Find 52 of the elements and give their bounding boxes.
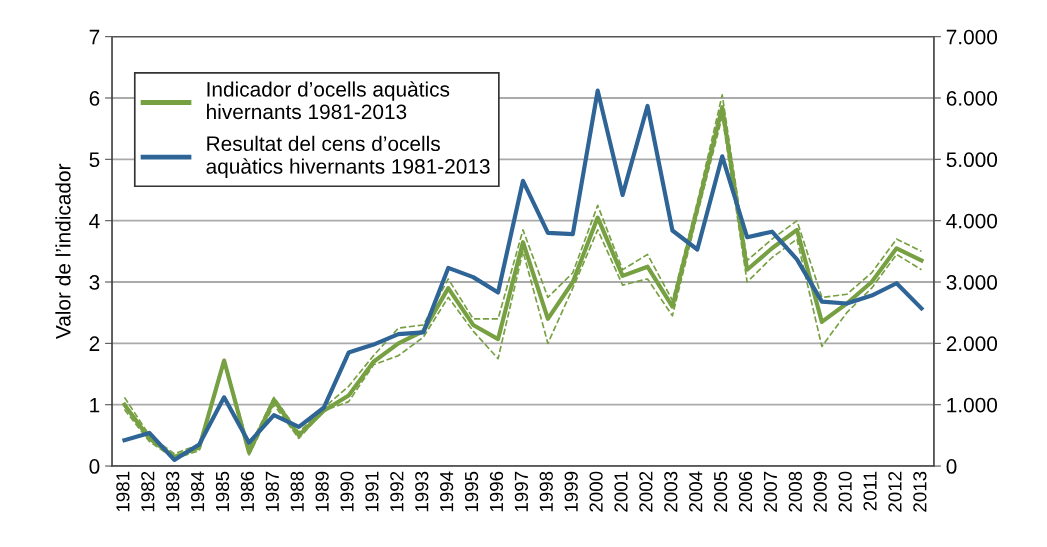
x-tick-label: 1984 (190, 471, 205, 512)
y-tick-label: 5 (89, 152, 100, 168)
x-tick-label: 2002 (639, 471, 653, 512)
y2-tick-label: 1.000 (947, 397, 998, 413)
x-tick-label: 1998 (539, 471, 553, 512)
y-tick-label: 6 (89, 90, 100, 106)
y2-tick-label: 4.000 (946, 213, 998, 229)
x-tick-label: 1989 (315, 471, 329, 512)
y-tick-label: 2 (89, 336, 100, 351)
y-tick-label: 1 (90, 397, 100, 413)
x-tick-label: 2009 (813, 471, 827, 512)
x-tick-label: 1985 (215, 471, 230, 512)
x-tick-label: 1996 (489, 471, 504, 512)
x-tick-label: 2011 (863, 471, 877, 511)
y2-tick-label: 2.000 (946, 336, 998, 352)
y-axis-title: Valor de l’indicador (55, 163, 71, 340)
x-tick-label: 1991 (365, 471, 379, 512)
y-tick-label: 7 (89, 29, 100, 45)
x-tick-label: 2013 (913, 471, 927, 512)
x-tick-label: 1981 (116, 471, 130, 512)
x-tick-label: 1997 (514, 471, 529, 512)
x-tick-label: 1987 (265, 471, 279, 512)
y-tick-label: 0 (89, 459, 100, 474)
y2-tick-label: 6.000 (946, 90, 998, 106)
x-tick-label: 1999 (564, 471, 578, 512)
x-tick-label: 1992 (390, 471, 404, 512)
x-tick-label: 1994 (440, 471, 454, 512)
x-tick-label: 2005 (713, 471, 728, 512)
y-tick-label: 4 (89, 213, 100, 229)
x-tick-label: 1982 (141, 471, 155, 512)
y2-tick-label: 5.000 (946, 152, 998, 168)
y2-tick-label: 0 (946, 459, 957, 474)
x-tick-label: 1995 (464, 471, 479, 512)
x-tick-label: 1988 (290, 471, 304, 512)
x-tick-label: 2004 (689, 471, 703, 512)
x-tick-label: 2012 (888, 471, 902, 512)
legend-label: Resultat del cens d’ocells aquàtics hivernants 1981-2013 (206, 135, 490, 178)
x-tick-label: 1983 (166, 471, 180, 512)
legend-label: Indicador d’ocells aquàtics hivernants 1981-2013 (207, 81, 450, 120)
y2-tick-label: 3.000 (946, 275, 998, 290)
x-tick-label: 2010 (838, 471, 852, 512)
x-tick-label: 2001 (614, 471, 628, 512)
x-tick-label: 1993 (415, 471, 429, 512)
y2-tick-label: 7.000 (946, 29, 998, 45)
y-tick-label: 3 (89, 275, 100, 290)
x-tick-label: 2008 (788, 471, 802, 512)
x-tick-label: 1990 (340, 471, 354, 512)
x-tick-label: 2003 (664, 471, 678, 512)
x-tick-label: 2007 (763, 471, 778, 512)
x-tick-label: 2006 (738, 471, 753, 512)
x-tick-label: 1986 (240, 471, 255, 512)
x-tick-label: 2000 (589, 471, 603, 512)
